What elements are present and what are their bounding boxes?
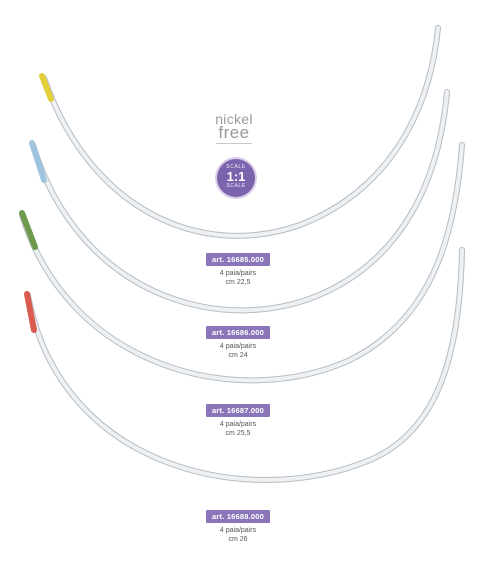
scale-value: 1:1 [226, 169, 246, 184]
wire-tip-blue [29, 140, 47, 183]
nickel-free-text-line1: nickel [215, 111, 253, 127]
nickel-free-logo: nickel free [204, 112, 264, 144]
scale-label-bottom: SCALE [226, 183, 246, 189]
wire-tip-green [19, 210, 38, 250]
quantity-text: 4 paia/pairs [219, 527, 257, 534]
underwire-16685 [39, 25, 441, 239]
wire-tip-red [24, 291, 37, 333]
underwire-16686 [29, 89, 450, 314]
wire-tip-yellow [39, 73, 54, 102]
product-label-16686: art. 16686.000 4 paia/pairs cm 24 [193, 322, 283, 360]
article-number: art. 16686.000 [205, 326, 270, 339]
size-text: cm 24 [228, 352, 248, 359]
underwire-16688 [24, 247, 465, 483]
article-number: art. 16685.000 [205, 253, 270, 266]
size-text: cm 22,5 [225, 279, 251, 286]
underwire-16687 [19, 142, 465, 384]
product-label-16685: art. 16685.000 4 paia/pairs cm 22,5 [193, 249, 283, 287]
size-text: cm 26 [228, 536, 248, 543]
nickel-free-underline [216, 143, 252, 144]
scale-badge: SCALE 1:1 SCALE [217, 159, 255, 197]
size-text: cm 25,5 [225, 430, 251, 437]
article-number: art. 16687.000 [205, 404, 270, 417]
product-label-16688: art. 16688.000 4 paia/pairs cm 26 [193, 506, 283, 544]
quantity-text: 4 paia/pairs [219, 270, 257, 277]
scale-label-top: SCALE [226, 164, 246, 170]
quantity-text: 4 paia/pairs [219, 421, 257, 428]
article-number: art. 16688.000 [205, 510, 270, 523]
quantity-text: 4 paia/pairs [219, 343, 257, 350]
product-label-16687: art. 16687.000 4 paia/pairs cm 25,5 [193, 400, 283, 438]
nickel-free-text-line2: free [218, 123, 250, 142]
